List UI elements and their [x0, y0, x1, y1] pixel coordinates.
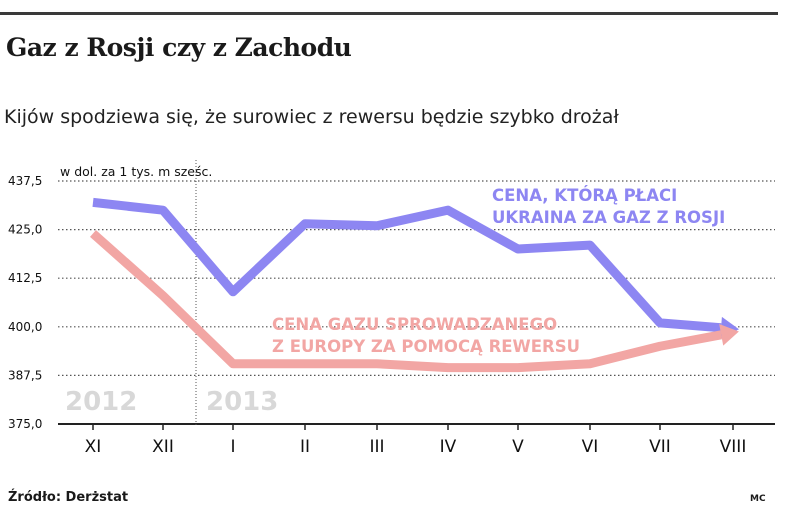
- russia-price-line: [92, 197, 722, 333]
- russia-series-label-line1: CENA, KTÓRĄ PŁACI: [492, 186, 677, 205]
- x-tick-label: IV: [440, 437, 457, 457]
- reverse-series-label-line1: CENA GAZU SPROWADZANEGO: [272, 315, 557, 334]
- x-tick-label: III: [369, 437, 384, 457]
- x-tick-label: XII: [152, 437, 174, 457]
- x-tick-label: II: [300, 437, 310, 457]
- russia-series-label-line2: UKRAINA ZA GAZ Z ROSJI: [492, 208, 725, 227]
- x-tick-label: I: [230, 437, 235, 457]
- gridlines: [58, 180, 775, 425]
- series-lines: [90, 197, 739, 373]
- reverse-price-line-arrowhead: [719, 324, 739, 346]
- x-tick-label: V: [512, 437, 524, 457]
- x-tick-label: XI: [85, 437, 102, 457]
- year-label-2012: 2012: [65, 387, 137, 417]
- author-credit: MC: [750, 494, 766, 504]
- source-note: Źródło: Derżstat: [8, 490, 129, 505]
- y-tick-label: 412,5: [8, 271, 42, 285]
- y-tick-labels: 437,5 425,0 412,5 400,0 387,5 375,0: [8, 174, 42, 431]
- x-tick-labels: XI XII I II III IV V VI VII VIII: [85, 424, 747, 457]
- reverse-price-line: [90, 230, 723, 373]
- reverse-series-label-line2: Z EUROPY ZA POMOCĄ REWERSU: [272, 337, 580, 356]
- y-tick-label: 437,5: [8, 174, 42, 188]
- y-tick-label: 387,5: [8, 368, 42, 382]
- line-chart: w dol. za 1 tys. m sześc. 2012 2013 437,…: [8, 160, 775, 457]
- chart-subtitle: Kijów spodziewa się, że surowiec z rewer…: [4, 106, 619, 128]
- x-tick-label: VI: [582, 437, 599, 457]
- y-tick-label: 400,0: [8, 320, 42, 334]
- y-tick-label: 425,0: [8, 223, 42, 237]
- y-tick-label: 375,0: [8, 417, 42, 431]
- x-tick-label: VII: [649, 437, 671, 457]
- chart-title: Gaz z Rosji czy z Zachodu: [6, 33, 352, 62]
- top-rule: [0, 12, 778, 15]
- x-tick-label: VIII: [720, 437, 747, 457]
- y-unit-label: w dol. za 1 tys. m sześc.: [60, 164, 212, 179]
- year-label-2013: 2013: [206, 387, 278, 417]
